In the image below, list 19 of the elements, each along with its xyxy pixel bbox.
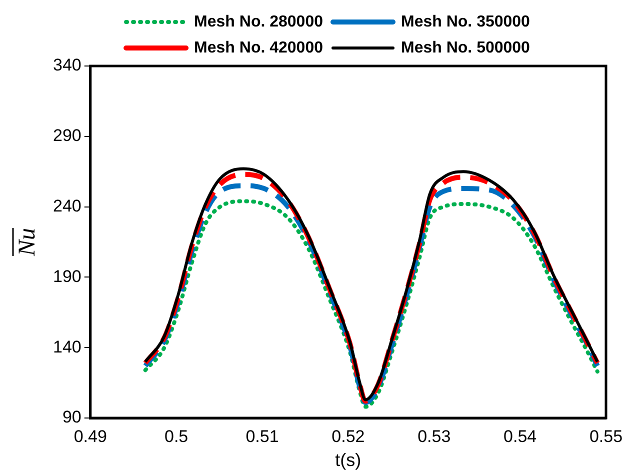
- x-axis-title: t(s): [335, 450, 362, 470]
- x-tick-label: 0.55: [589, 426, 623, 446]
- x-tick-label: 0.52: [332, 426, 365, 446]
- legend-label: Mesh No. 280000: [194, 13, 324, 30]
- legend-label: Mesh No. 350000: [401, 13, 530, 30]
- x-tick-label: 0.5: [164, 426, 188, 446]
- y-tick-label: 240: [52, 196, 82, 216]
- legend-label: Mesh No. 500000: [401, 39, 530, 56]
- y-tick-label: 190: [52, 266, 82, 286]
- x-tick-label: 0.51: [246, 426, 279, 446]
- y-tick-label: 90: [62, 408, 82, 427]
- y-tick-label: 140: [52, 337, 82, 356]
- x-tick-label: 0.49: [74, 426, 107, 446]
- y-tick-label: 340: [52, 56, 82, 75]
- legend-label: Mesh No. 420000: [194, 39, 324, 56]
- x-tick-label: 0.54: [504, 426, 537, 446]
- y-axis-title: Nu: [14, 228, 40, 258]
- x-tick-label: 0.53: [418, 426, 451, 446]
- y-tick-label: 290: [52, 126, 82, 146]
